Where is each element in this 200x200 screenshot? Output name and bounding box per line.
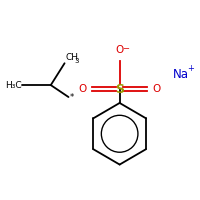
Text: H₃C: H₃C [5, 81, 21, 90]
Text: −: − [122, 44, 129, 53]
Text: S: S [115, 83, 124, 96]
Text: CH: CH [66, 53, 79, 62]
Text: Na: Na [173, 68, 189, 81]
Text: *: * [70, 93, 74, 102]
Text: 3: 3 [74, 58, 79, 64]
Text: O: O [153, 84, 161, 94]
Text: +: + [187, 64, 194, 73]
Text: O: O [116, 45, 124, 55]
Text: O: O [78, 84, 87, 94]
